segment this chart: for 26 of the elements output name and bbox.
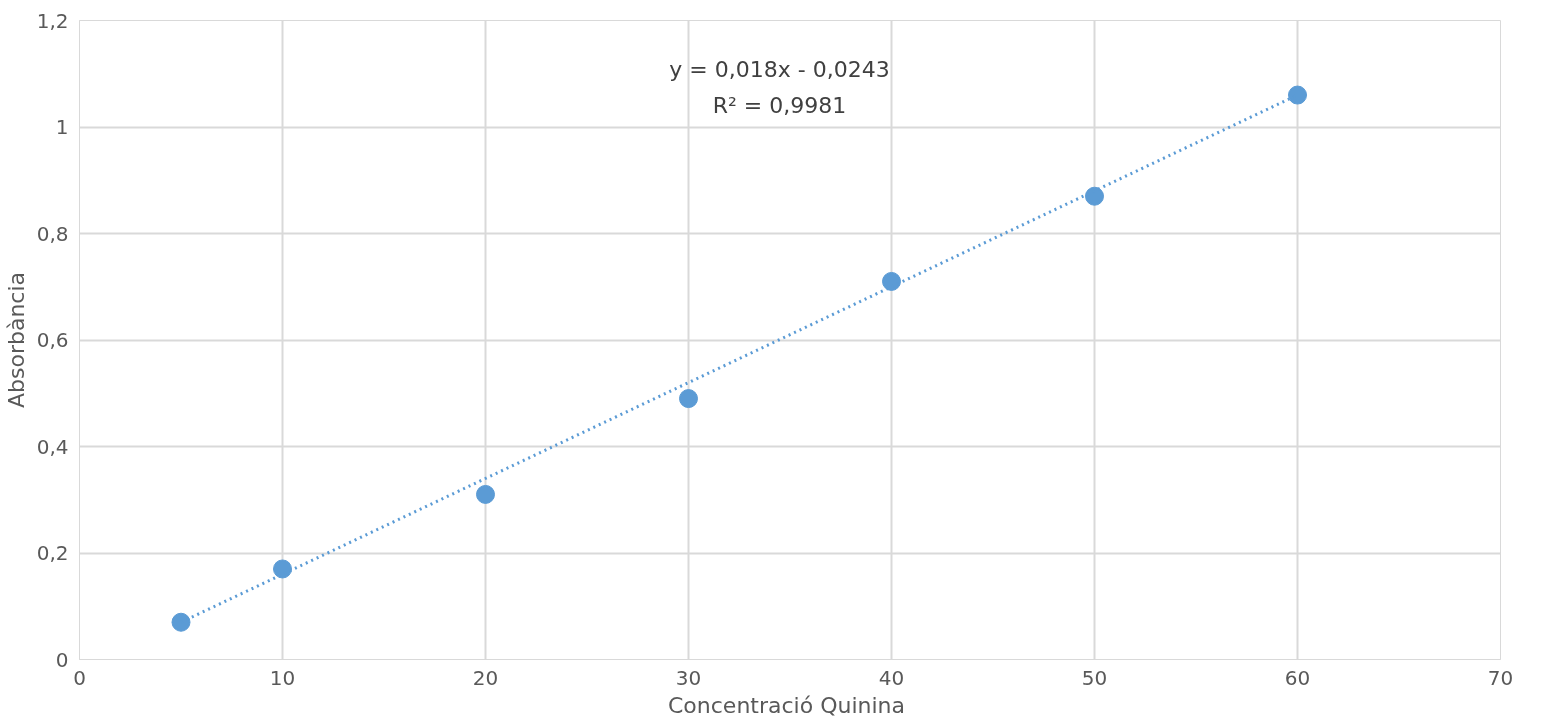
y-tick-label: 0,2: [36, 541, 69, 565]
x-tick-label: 0: [73, 665, 86, 690]
annotation: R² = 0,9981: [712, 93, 847, 118]
y-tick-label: 0,4: [36, 434, 69, 459]
x-tick-label: 60: [1284, 665, 1311, 690]
x-axis-title: Concentració Quinina: [668, 692, 906, 718]
y-tick-label: 0,6: [36, 328, 69, 352]
y-tick-label: 1,2: [36, 8, 69, 33]
point: [1288, 85, 1307, 105]
annotation: y = 0,018x - 0,0243: [669, 57, 890, 82]
y-tick-label: 1: [55, 115, 69, 139]
point: [476, 484, 495, 504]
point: [679, 389, 698, 409]
x-tick-label: 50: [1081, 665, 1108, 690]
x-tick-label: 30: [675, 665, 702, 690]
y-tick-label: 0,8: [36, 221, 69, 246]
x-tick-label: 20: [472, 665, 499, 690]
point: [273, 559, 292, 579]
point: [171, 612, 191, 632]
point: [1085, 186, 1104, 206]
x-tick-label: 10: [269, 665, 296, 690]
x-tick-label: 40: [878, 665, 905, 690]
y-axis-title: Absorbància: [3, 271, 29, 409]
point: [882, 271, 901, 291]
x-tick-label: 70: [1487, 665, 1514, 690]
y-tick-label: 0: [55, 647, 69, 672]
